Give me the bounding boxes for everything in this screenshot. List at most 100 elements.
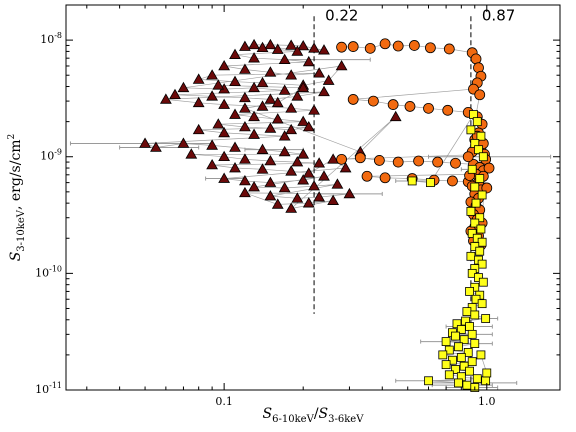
triangle-point <box>285 202 298 213</box>
triangle-point <box>177 81 190 93</box>
triangle-point <box>239 174 251 186</box>
square-point <box>470 310 480 320</box>
triangle-point <box>239 120 251 132</box>
triangle-point <box>218 150 231 162</box>
square-point <box>407 176 417 186</box>
square-point <box>467 229 477 238</box>
triangle-point <box>297 40 310 51</box>
triangle-point <box>291 156 304 167</box>
y-tick-label: 10-9 <box>40 148 62 163</box>
square-point <box>466 251 476 261</box>
triangle-point <box>308 42 320 53</box>
y-tick-label: 10-8 <box>40 31 62 46</box>
circle-point <box>447 175 458 187</box>
triangle-point <box>278 181 291 193</box>
circle-point <box>336 153 347 165</box>
triangle-point <box>212 118 225 129</box>
x-tick-label: 1.0 <box>478 395 496 408</box>
triangle-point <box>339 162 352 173</box>
circle-point <box>423 102 434 114</box>
square-point <box>474 145 483 155</box>
triangle-point <box>239 91 251 103</box>
triangle-point <box>302 55 315 67</box>
triangle-point <box>256 143 269 154</box>
x-tick-label: 0.1 <box>215 395 233 408</box>
circle-point <box>443 43 455 55</box>
square-point <box>466 125 476 135</box>
triangle-point <box>218 126 231 138</box>
circle-point <box>432 156 444 168</box>
triangle-point <box>264 38 277 50</box>
square-point <box>459 335 469 345</box>
triangle-point <box>297 81 310 93</box>
square-point <box>451 331 460 341</box>
triangle-point <box>264 93 277 104</box>
triangle-point <box>308 104 320 115</box>
square-point <box>465 366 474 376</box>
square-point <box>459 361 469 371</box>
triangle-point <box>318 44 330 55</box>
triangle-point <box>256 100 269 111</box>
circle-point <box>404 101 416 112</box>
circle-point <box>442 104 454 116</box>
triangle-point <box>297 148 310 159</box>
triangle-point <box>285 123 298 135</box>
reference-line-label: 0.22 <box>325 6 358 24</box>
triangle-point <box>302 167 315 178</box>
triangle-point <box>192 73 205 84</box>
square-point <box>438 350 448 360</box>
circle-point <box>379 38 391 50</box>
triangle-point <box>248 38 260 50</box>
square-point <box>463 348 473 357</box>
square-point <box>466 206 476 216</box>
square-point <box>444 370 454 380</box>
square-point <box>454 378 463 388</box>
square-point <box>472 117 482 127</box>
triangle-point <box>291 90 304 101</box>
square-point <box>478 152 488 162</box>
connector-lines <box>144 43 490 388</box>
triangle-point <box>256 41 269 53</box>
triangle-point <box>343 187 356 199</box>
triangle-point <box>169 88 181 100</box>
triangle-point <box>285 165 298 176</box>
triangle-point <box>322 74 335 85</box>
triangle-point <box>218 59 231 71</box>
triangle-point <box>192 123 205 135</box>
square-point <box>475 174 485 183</box>
triangle-point <box>139 137 151 148</box>
plot-frame <box>65 4 561 391</box>
triangle-point <box>229 48 241 59</box>
square-point <box>475 246 485 256</box>
circle-point <box>483 162 495 174</box>
triangle-point <box>285 102 298 113</box>
circle-point <box>481 182 493 194</box>
triangle-point <box>206 139 219 150</box>
square-point <box>451 365 460 374</box>
circle-point <box>392 156 404 168</box>
triangle-point <box>229 141 241 152</box>
triangle-point <box>256 163 269 174</box>
triangle-point <box>192 96 205 108</box>
circle-point <box>425 42 436 54</box>
y-tick-label: 10-11 <box>35 381 62 396</box>
triangle-point <box>264 66 277 77</box>
triangle-point <box>212 79 225 90</box>
circle-point <box>367 95 379 107</box>
triangle-point <box>335 59 348 71</box>
triangle-point <box>327 194 340 205</box>
square-point <box>424 376 433 386</box>
triangle-point <box>297 115 310 126</box>
triangle-point <box>291 45 304 56</box>
triangle-point <box>278 130 291 141</box>
triangle-point <box>264 122 277 133</box>
square-point <box>478 277 488 287</box>
square-point <box>471 198 481 208</box>
square-point <box>465 287 474 296</box>
triangle-point <box>313 191 326 202</box>
triangle-point <box>264 154 277 166</box>
circle-point <box>361 170 373 182</box>
square-point <box>467 357 477 367</box>
triangle-point <box>239 40 251 51</box>
